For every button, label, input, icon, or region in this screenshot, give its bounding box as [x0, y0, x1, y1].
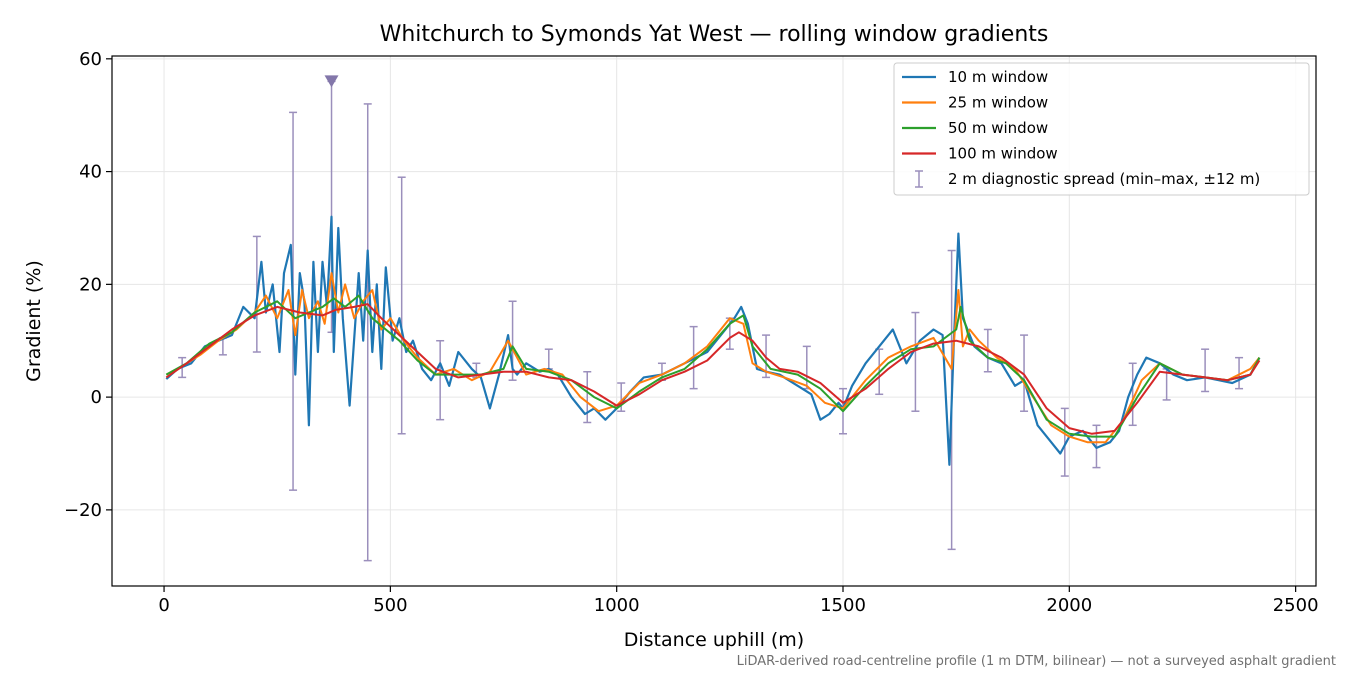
x-tick-label: 1000 — [594, 595, 640, 616]
diagnostic-bar — [1060, 407, 1069, 477]
x-tick-label: 1500 — [820, 595, 866, 616]
diagnostic-bar — [1201, 348, 1210, 393]
diagnostic-bar — [911, 311, 920, 412]
x-tick-label: 2500 — [1273, 595, 1319, 616]
legend-entry: 50 m window — [902, 119, 1048, 137]
series-line-50-m-window — [165, 294, 1261, 438]
x-axis-label: Distance uphill (m) — [624, 629, 804, 651]
y-tick-label: 60 — [79, 49, 102, 70]
legend-entry: 10 m window — [902, 68, 1048, 86]
footnote: LiDAR-derived road-centreline profile (1… — [737, 654, 1336, 669]
series-lines — [165, 215, 1261, 466]
diagnostic-bar — [617, 382, 626, 412]
diagnostic-bar — [397, 176, 406, 435]
legend-box — [893, 62, 1310, 196]
legend-label: 2 m diagnostic spread (min–max, ±12 m) — [948, 170, 1260, 188]
legend-entry: 2 m diagnostic spread (min–max, ±12 m) — [915, 170, 1260, 188]
axis-ticks: 0 500 1000 1500 2000 2500 −20 0 20 40 60 — [64, 49, 1319, 616]
diagnostic-bar — [1235, 356, 1244, 390]
legend-entry: 25 m window — [902, 94, 1048, 112]
y-tick-label: 20 — [79, 274, 102, 295]
plot-frame — [111, 55, 1317, 587]
legend-label: 50 m window — [948, 119, 1048, 137]
legend-label: 100 m window — [948, 145, 1058, 163]
legend-label: 10 m window — [948, 68, 1048, 86]
legend-label: 25 m window — [948, 94, 1048, 112]
y-tick-label: 0 — [91, 387, 102, 408]
x-tick-label: 2000 — [1046, 595, 1092, 616]
legend: 10 m window 25 m window 50 m window 100 m w… — [893, 62, 1310, 196]
x-tick-label: 0 — [158, 595, 169, 616]
diagnostic-bar — [583, 370, 592, 424]
diagnostic-bar — [363, 103, 372, 562]
series-line-100-m-window — [165, 303, 1261, 435]
x-tick-label: 500 — [373, 595, 407, 616]
y-tick-label: 40 — [79, 162, 102, 183]
legend-entry: 100 m window — [902, 145, 1058, 163]
y-axis-label: Gradient (%) — [23, 260, 45, 382]
diagnostic-bar — [1020, 334, 1029, 412]
diagnostic-bar — [1128, 362, 1137, 427]
y-tick-label: −20 — [64, 500, 102, 521]
clipped-marker — [324, 75, 339, 88]
diagnostic-bar — [436, 339, 445, 421]
chart-title: Whitchurch to Symonds Yat West — rolling… — [380, 22, 1049, 47]
